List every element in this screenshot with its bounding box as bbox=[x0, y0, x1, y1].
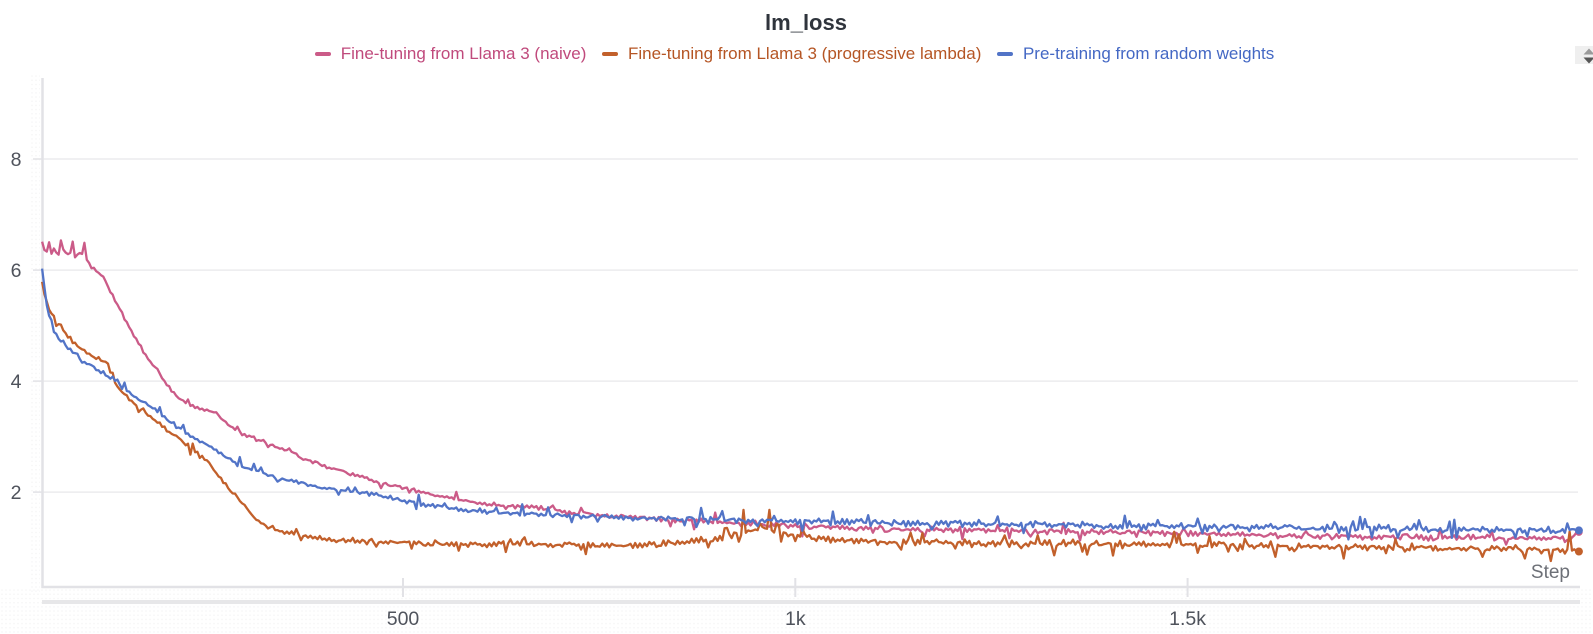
svg-text:500: 500 bbox=[387, 608, 420, 630]
svg-text:2: 2 bbox=[11, 482, 22, 504]
svg-text:8: 8 bbox=[11, 149, 22, 171]
svg-text:6: 6 bbox=[11, 260, 22, 282]
svg-text:4: 4 bbox=[11, 371, 22, 393]
svg-text:1.5k: 1.5k bbox=[1169, 608, 1206, 630]
svg-text:1k: 1k bbox=[785, 608, 806, 630]
svg-text:Step: Step bbox=[1531, 562, 1570, 583]
